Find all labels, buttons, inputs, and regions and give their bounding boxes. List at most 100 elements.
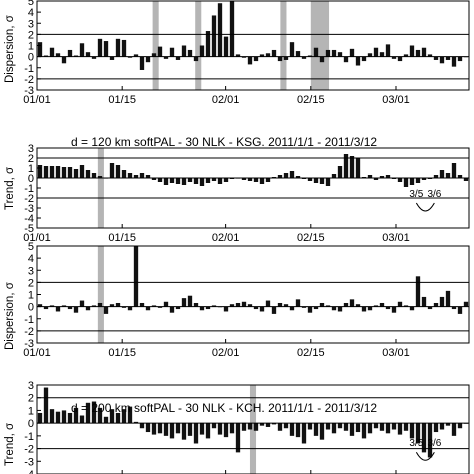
panel-3-xtick-label: 01/15 — [108, 347, 136, 359]
panel-4-bar — [115, 412, 121, 424]
panel-1-bar — [121, 39, 127, 57]
panel-3-bar — [157, 306, 163, 308]
panel-2-bar — [379, 176, 385, 178]
panel-3-bar — [145, 306, 151, 311]
panel-1-bar — [49, 47, 55, 57]
panel-1-ytick-label: 0 — [28, 52, 34, 64]
panel-4-ytick-label: -3 — [24, 456, 34, 468]
panel-1-bar — [295, 51, 301, 57]
panel-3-bar — [43, 306, 49, 310]
panel-3-bar — [55, 306, 61, 312]
panel-2-bar — [325, 178, 331, 186]
panel-4-bar — [439, 423, 445, 430]
panel-2-bar — [61, 167, 67, 178]
panel-3-bar — [283, 304, 289, 307]
panel-4-bar — [271, 423, 277, 425]
panel-4-bar — [337, 423, 343, 429]
panel-1-ytick-label: -1 — [24, 63, 34, 75]
panel-2-bar — [193, 178, 199, 184]
panel-3-bar — [199, 306, 205, 311]
panel-3-bar — [409, 306, 415, 311]
panel-2-bar — [157, 178, 163, 182]
panel-2-bar — [223, 178, 229, 182]
panel-1-bar — [109, 56, 115, 60]
panel-2-bar — [451, 163, 457, 178]
panel-3-bar — [181, 298, 187, 307]
panel-1-bar — [325, 49, 331, 57]
panel-4-bar — [73, 407, 79, 424]
panel-2-bar — [163, 178, 169, 185]
panel-1-bar — [421, 47, 427, 57]
panel-3-bar — [97, 302, 103, 307]
panel-2-bar — [403, 178, 409, 187]
panel-3-ytick-label: 3 — [28, 265, 34, 277]
panel-1-bar — [91, 56, 97, 59]
panel-3-bar — [277, 302, 283, 307]
panel-2-bar — [307, 178, 313, 181]
panel-3-bar — [343, 302, 349, 307]
panel-2-bar — [349, 156, 355, 178]
panel-3-ytick-label: 2 — [28, 277, 34, 289]
panel-4-bar — [319, 423, 325, 440]
panel-1-bar — [229, 1, 235, 57]
panel-1-bar — [55, 53, 61, 57]
panel-2-bar — [49, 166, 55, 178]
panel-1-bar — [379, 52, 385, 57]
panel-3-bar — [103, 306, 109, 314]
panel-1-bar — [79, 43, 85, 57]
panel-1-bar — [235, 54, 241, 57]
panel-1-ytick-label: -3 — [24, 85, 34, 97]
panel-2-bar — [277, 175, 283, 178]
panel-1-bar — [331, 49, 337, 57]
panel-3-bar — [151, 305, 157, 307]
panel-3-bar — [385, 306, 391, 310]
panel-2-bar — [169, 178, 175, 183]
panel-2-bar — [409, 178, 415, 185]
panel-1-bar — [415, 49, 421, 57]
panel-2-bar — [145, 175, 151, 178]
panel-4-bar — [193, 423, 199, 444]
panel-1-bar — [361, 56, 367, 62]
panel-1-bar — [85, 52, 91, 57]
panel-3-bar — [367, 306, 373, 311]
panel-4-bar — [109, 409, 115, 424]
panel-2-bar — [151, 178, 157, 180]
panel-2-bar — [367, 175, 373, 178]
panel-2-bar — [343, 154, 349, 178]
panel-4-ylabel: Trend, σ — [4, 422, 16, 466]
panel-1-ytick-label: -2 — [24, 74, 34, 86]
panel-4-bar — [145, 423, 151, 433]
panel-2-bar — [265, 178, 271, 182]
panel-4-bar — [331, 423, 337, 434]
panel-4-bar — [247, 423, 253, 430]
panel-2-bar — [259, 178, 265, 184]
panel-1-shaded-band — [310, 1, 330, 90]
panel-1-ylabel: Dispersion, σ — [4, 15, 16, 83]
panel-4-bar — [91, 401, 97, 424]
panel-1-bar — [289, 42, 295, 57]
panel-3-bar — [265, 300, 271, 307]
panel-2-xtick-label: 03/01 — [382, 232, 410, 244]
panel-3-bar — [61, 305, 67, 307]
panel-1-bar — [277, 56, 283, 62]
panel-4-bar — [253, 423, 259, 431]
panel-1-bar — [157, 46, 163, 57]
panel-1-bar — [355, 56, 361, 66]
panel-2-bar — [439, 170, 445, 178]
panel-2-bar — [385, 175, 391, 178]
panel-3-bar — [355, 304, 361, 307]
panel-4-bar — [169, 423, 175, 439]
panel-3-xtick-label: 03/01 — [382, 347, 410, 359]
panel-1-bar — [205, 31, 211, 57]
panel-2-bar — [313, 178, 319, 183]
panel-3-ytick-label: 5 — [28, 241, 34, 253]
panel-2-ytick-label: -1 — [24, 183, 34, 195]
panel-2-bar — [373, 178, 379, 180]
panel-4-bar — [445, 423, 451, 426]
panel-1-bar — [223, 36, 229, 57]
panel-4-bar — [349, 423, 355, 436]
panel-1-shaded-band — [280, 1, 287, 90]
panel-3-bar — [133, 246, 139, 307]
panel-1-bar — [187, 49, 193, 57]
panel-1-bar — [241, 56, 247, 58]
